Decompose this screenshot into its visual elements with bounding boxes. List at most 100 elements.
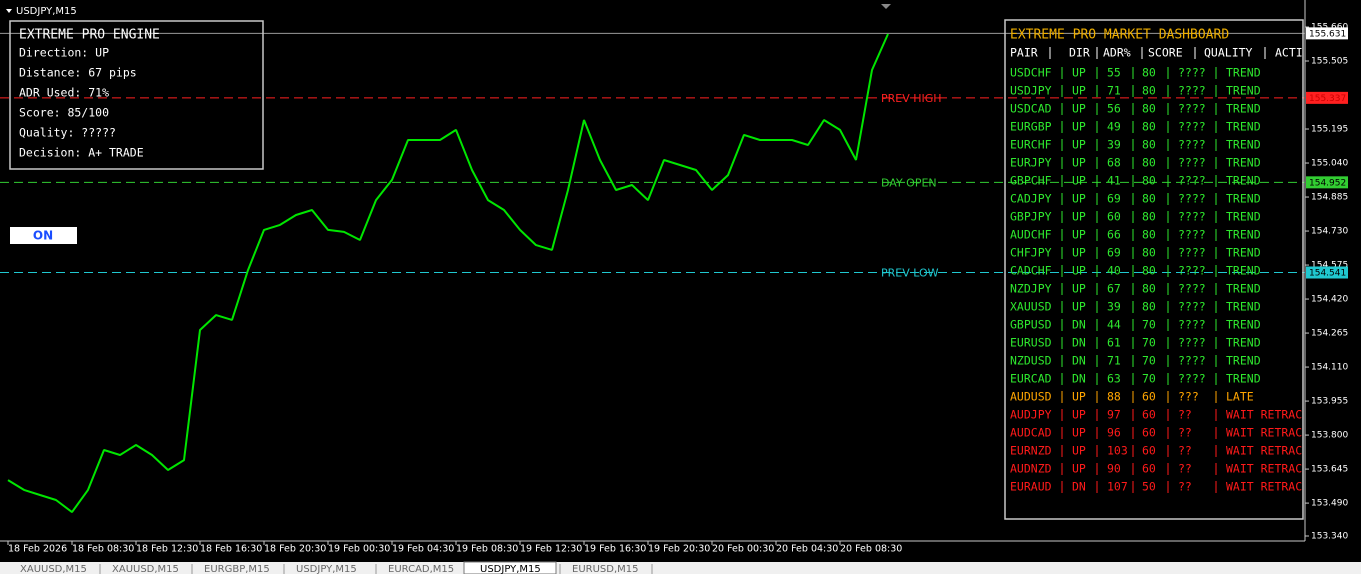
cell: UP bbox=[1072, 156, 1086, 170]
cell: USDCHF bbox=[1010, 66, 1052, 80]
level-label: PREV HIGH bbox=[881, 92, 942, 105]
column-header: ACTION bbox=[1275, 46, 1317, 60]
dashboard: EXTREME PRO MARKET DASHBOARD PAIR DIR ADR%… bbox=[1010, 28, 1317, 494]
y-tick-label: 153.955 bbox=[1311, 397, 1348, 407]
cell: 41 bbox=[1107, 174, 1121, 188]
price-box bbox=[1306, 91, 1348, 104]
tab[interactable]: XAUUSD,M15 bbox=[112, 564, 179, 574]
cell: EURGBP bbox=[1010, 120, 1052, 134]
tab-bar bbox=[0, 562, 1361, 574]
cell: 80 bbox=[1142, 228, 1156, 242]
cell: TREND bbox=[1226, 282, 1261, 296]
y-tick-label: 154.575 bbox=[1311, 261, 1348, 271]
y-tick-label: 154.885 bbox=[1311, 193, 1348, 203]
y-tick-label: 153.645 bbox=[1311, 465, 1348, 475]
cell: XAUUSD bbox=[1010, 300, 1052, 314]
x-tick-label: 18 Feb 12:30 bbox=[136, 544, 198, 555]
cell: 68 bbox=[1107, 156, 1121, 170]
cell: UP bbox=[1072, 462, 1086, 476]
cell: TREND bbox=[1226, 354, 1261, 368]
x-tick-label: 20 Feb 00:30 bbox=[712, 544, 774, 555]
cell: WAIT RETRACE bbox=[1226, 462, 1309, 476]
cell: 90 bbox=[1107, 462, 1121, 476]
cell: AUDJPY bbox=[1010, 408, 1052, 422]
column-header: ADR% bbox=[1103, 46, 1131, 60]
dashboard-panel bbox=[1004, 19, 1304, 520]
tab[interactable]: EURCAD,M15 bbox=[388, 564, 454, 574]
engine-line: ADR Used: 71% bbox=[19, 86, 109, 100]
cell: ???? bbox=[1178, 102, 1206, 116]
cell: TREND bbox=[1226, 174, 1261, 188]
y-tick-label: 155.505 bbox=[1311, 57, 1348, 67]
cell: 103 bbox=[1107, 444, 1128, 458]
engine-panel bbox=[9, 20, 264, 170]
cell: AUDCAD bbox=[1010, 426, 1052, 440]
cell: TREND bbox=[1226, 102, 1261, 116]
cell: 80 bbox=[1142, 282, 1156, 296]
cell: ???? bbox=[1178, 192, 1206, 206]
engine-title: EXTREME PRO ENGINE bbox=[19, 28, 160, 43]
cell: ?? bbox=[1178, 480, 1192, 494]
cell: ???? bbox=[1178, 156, 1206, 170]
cell: 44 bbox=[1107, 318, 1121, 332]
cell: WAIT RETRACE bbox=[1226, 480, 1309, 494]
toggle-label[interactable]: ON bbox=[33, 229, 53, 243]
cell: 39 bbox=[1107, 300, 1121, 314]
tab-active bbox=[463, 561, 557, 574]
cell: TREND bbox=[1226, 138, 1261, 152]
cell: 69 bbox=[1107, 246, 1121, 260]
cell: 96 bbox=[1107, 426, 1121, 440]
cell: UP bbox=[1072, 264, 1086, 278]
x-tick-label: 19 Feb 20:30 bbox=[648, 544, 710, 555]
cell: TREND bbox=[1226, 84, 1261, 98]
y-tick-label: 154.265 bbox=[1311, 329, 1348, 339]
cell: 60 bbox=[1142, 426, 1156, 440]
cell: EURNZD bbox=[1010, 444, 1052, 458]
y-tick-label: 153.800 bbox=[1311, 431, 1348, 441]
cell: 56 bbox=[1107, 102, 1121, 116]
column-header: PAIR bbox=[1010, 46, 1038, 60]
x-tick-label: 18 Feb 20:30 bbox=[264, 544, 326, 555]
cell: UP bbox=[1072, 282, 1086, 296]
cell: ?? bbox=[1178, 408, 1192, 422]
cell: ???? bbox=[1178, 210, 1206, 224]
y-tick-label: 155.040 bbox=[1311, 159, 1348, 169]
cell: DN bbox=[1072, 372, 1086, 386]
menu-arrow[interactable] bbox=[6, 9, 12, 13]
cell: EURAUD bbox=[1010, 480, 1052, 494]
cell: 67 bbox=[1107, 282, 1121, 296]
cell: ??? bbox=[1178, 390, 1199, 404]
cell: 60 bbox=[1142, 444, 1156, 458]
cell: 71 bbox=[1107, 84, 1121, 98]
cell: TREND bbox=[1226, 66, 1261, 80]
cell: CHFJPY bbox=[1010, 246, 1052, 260]
cell: EURCHF bbox=[1010, 138, 1052, 152]
toggle-button[interactable] bbox=[10, 227, 77, 244]
plot: 155.660155.505155.195155.040154.885154.7… bbox=[0, 23, 1348, 555]
cell: 55 bbox=[1107, 66, 1121, 80]
cell: UP bbox=[1072, 102, 1086, 116]
tab[interactable]: EURUSD,M15 bbox=[572, 564, 638, 574]
cell: UP bbox=[1072, 120, 1086, 134]
cell: TREND bbox=[1226, 210, 1261, 224]
cell: ???? bbox=[1178, 318, 1206, 332]
cell: 80 bbox=[1142, 246, 1156, 260]
cell: AUDCHF bbox=[1010, 228, 1052, 242]
cell: ???? bbox=[1178, 66, 1206, 80]
cell: 70 bbox=[1142, 318, 1156, 332]
cell: ???? bbox=[1178, 174, 1206, 188]
cell: 60 bbox=[1142, 462, 1156, 476]
cell: TREND bbox=[1226, 246, 1261, 260]
cell: ???? bbox=[1178, 336, 1206, 350]
y-tick-label: 153.340 bbox=[1311, 532, 1348, 542]
cell: ???? bbox=[1178, 372, 1206, 386]
tab[interactable]: USDJPY,M15 bbox=[296, 564, 357, 574]
cell: UP bbox=[1072, 66, 1086, 80]
cell: UP bbox=[1072, 426, 1086, 440]
tab[interactable]: EURGBP,M15 bbox=[204, 564, 270, 574]
tab[interactable]: USDJPY,M15 bbox=[480, 564, 541, 574]
cell: EURUSD bbox=[1010, 336, 1052, 350]
cell: 39 bbox=[1107, 138, 1121, 152]
tab[interactable]: XAUUSD,M15 bbox=[20, 564, 87, 574]
x-tick-label: 18 Feb 16:30 bbox=[200, 544, 262, 555]
